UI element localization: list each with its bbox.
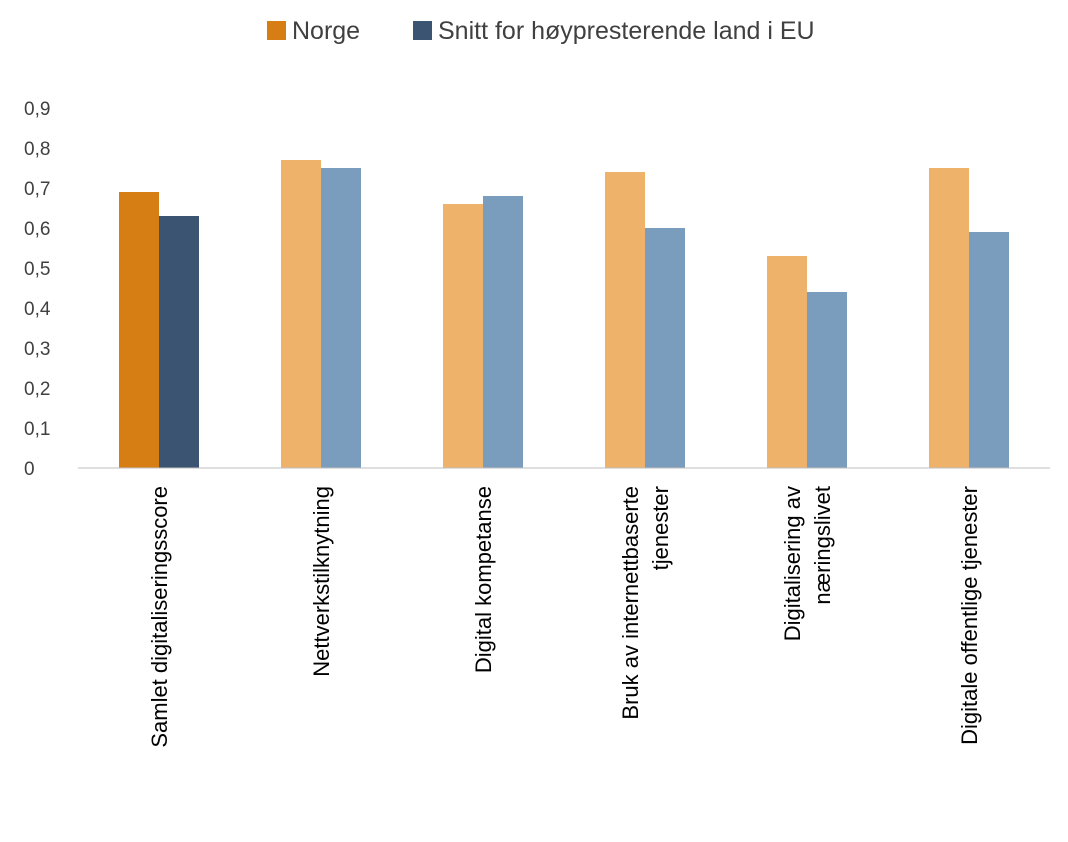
- y-tick-label: 0,8: [24, 139, 50, 160]
- x-category-label: tjenester: [648, 486, 673, 570]
- bar-norge-4: [767, 256, 807, 468]
- bar-eu-5: [969, 232, 1009, 468]
- legend-swatch-eu: [413, 21, 432, 40]
- bar-eu-1: [321, 168, 361, 468]
- y-tick-label: 0,4: [24, 299, 51, 320]
- x-category-label: Bruk av internettbaserte: [618, 486, 643, 720]
- x-category-label: Digitale offentlige tjenester: [957, 486, 982, 745]
- bar-norge-1: [281, 160, 321, 468]
- y-tick-label: 0: [24, 459, 35, 480]
- bar-eu-4: [807, 292, 847, 468]
- x-category-label: næringslivet: [810, 486, 835, 605]
- x-category-label: Digitalisering av: [780, 486, 805, 641]
- bar-norge-2: [443, 204, 483, 468]
- legend-label-eu: Snitt for høypresterende land i EU: [438, 17, 815, 45]
- y-tick-label: 0,9: [24, 99, 50, 120]
- x-axis: Samlet digitaliseringsscore Nettverkstilk…: [147, 486, 982, 748]
- y-tick-label: 0,5: [24, 259, 50, 280]
- bar-norge-5: [929, 168, 969, 468]
- y-tick-label: 0,6: [24, 219, 50, 240]
- x-category-label: Samlet digitaliseringsscore: [147, 486, 172, 748]
- y-tick-label: 0,3: [24, 339, 50, 360]
- bars: [119, 160, 1009, 468]
- x-category-label: Nettverkstilknytning: [309, 486, 334, 677]
- y-tick-label: 0,7: [24, 179, 50, 200]
- y-tick-label: 0,2: [24, 379, 50, 400]
- bar-norge-0: [119, 192, 159, 468]
- legend: Norge Snitt for høypresterende land i EU: [267, 17, 815, 45]
- legend-label-norge: Norge: [292, 17, 360, 45]
- legend-swatch-norge: [267, 21, 286, 40]
- bar-eu-2: [483, 196, 523, 468]
- bar-norge-3: [605, 172, 645, 468]
- bar-eu-0: [159, 216, 199, 468]
- x-category-label: Digital kompetanse: [471, 486, 496, 673]
- y-tick-label: 0,1: [24, 419, 50, 440]
- y-axis: 0 0,1 0,2 0,3 0,4 0,5 0,6 0,7 0,8 0,9: [24, 99, 51, 480]
- bar-eu-3: [645, 228, 685, 468]
